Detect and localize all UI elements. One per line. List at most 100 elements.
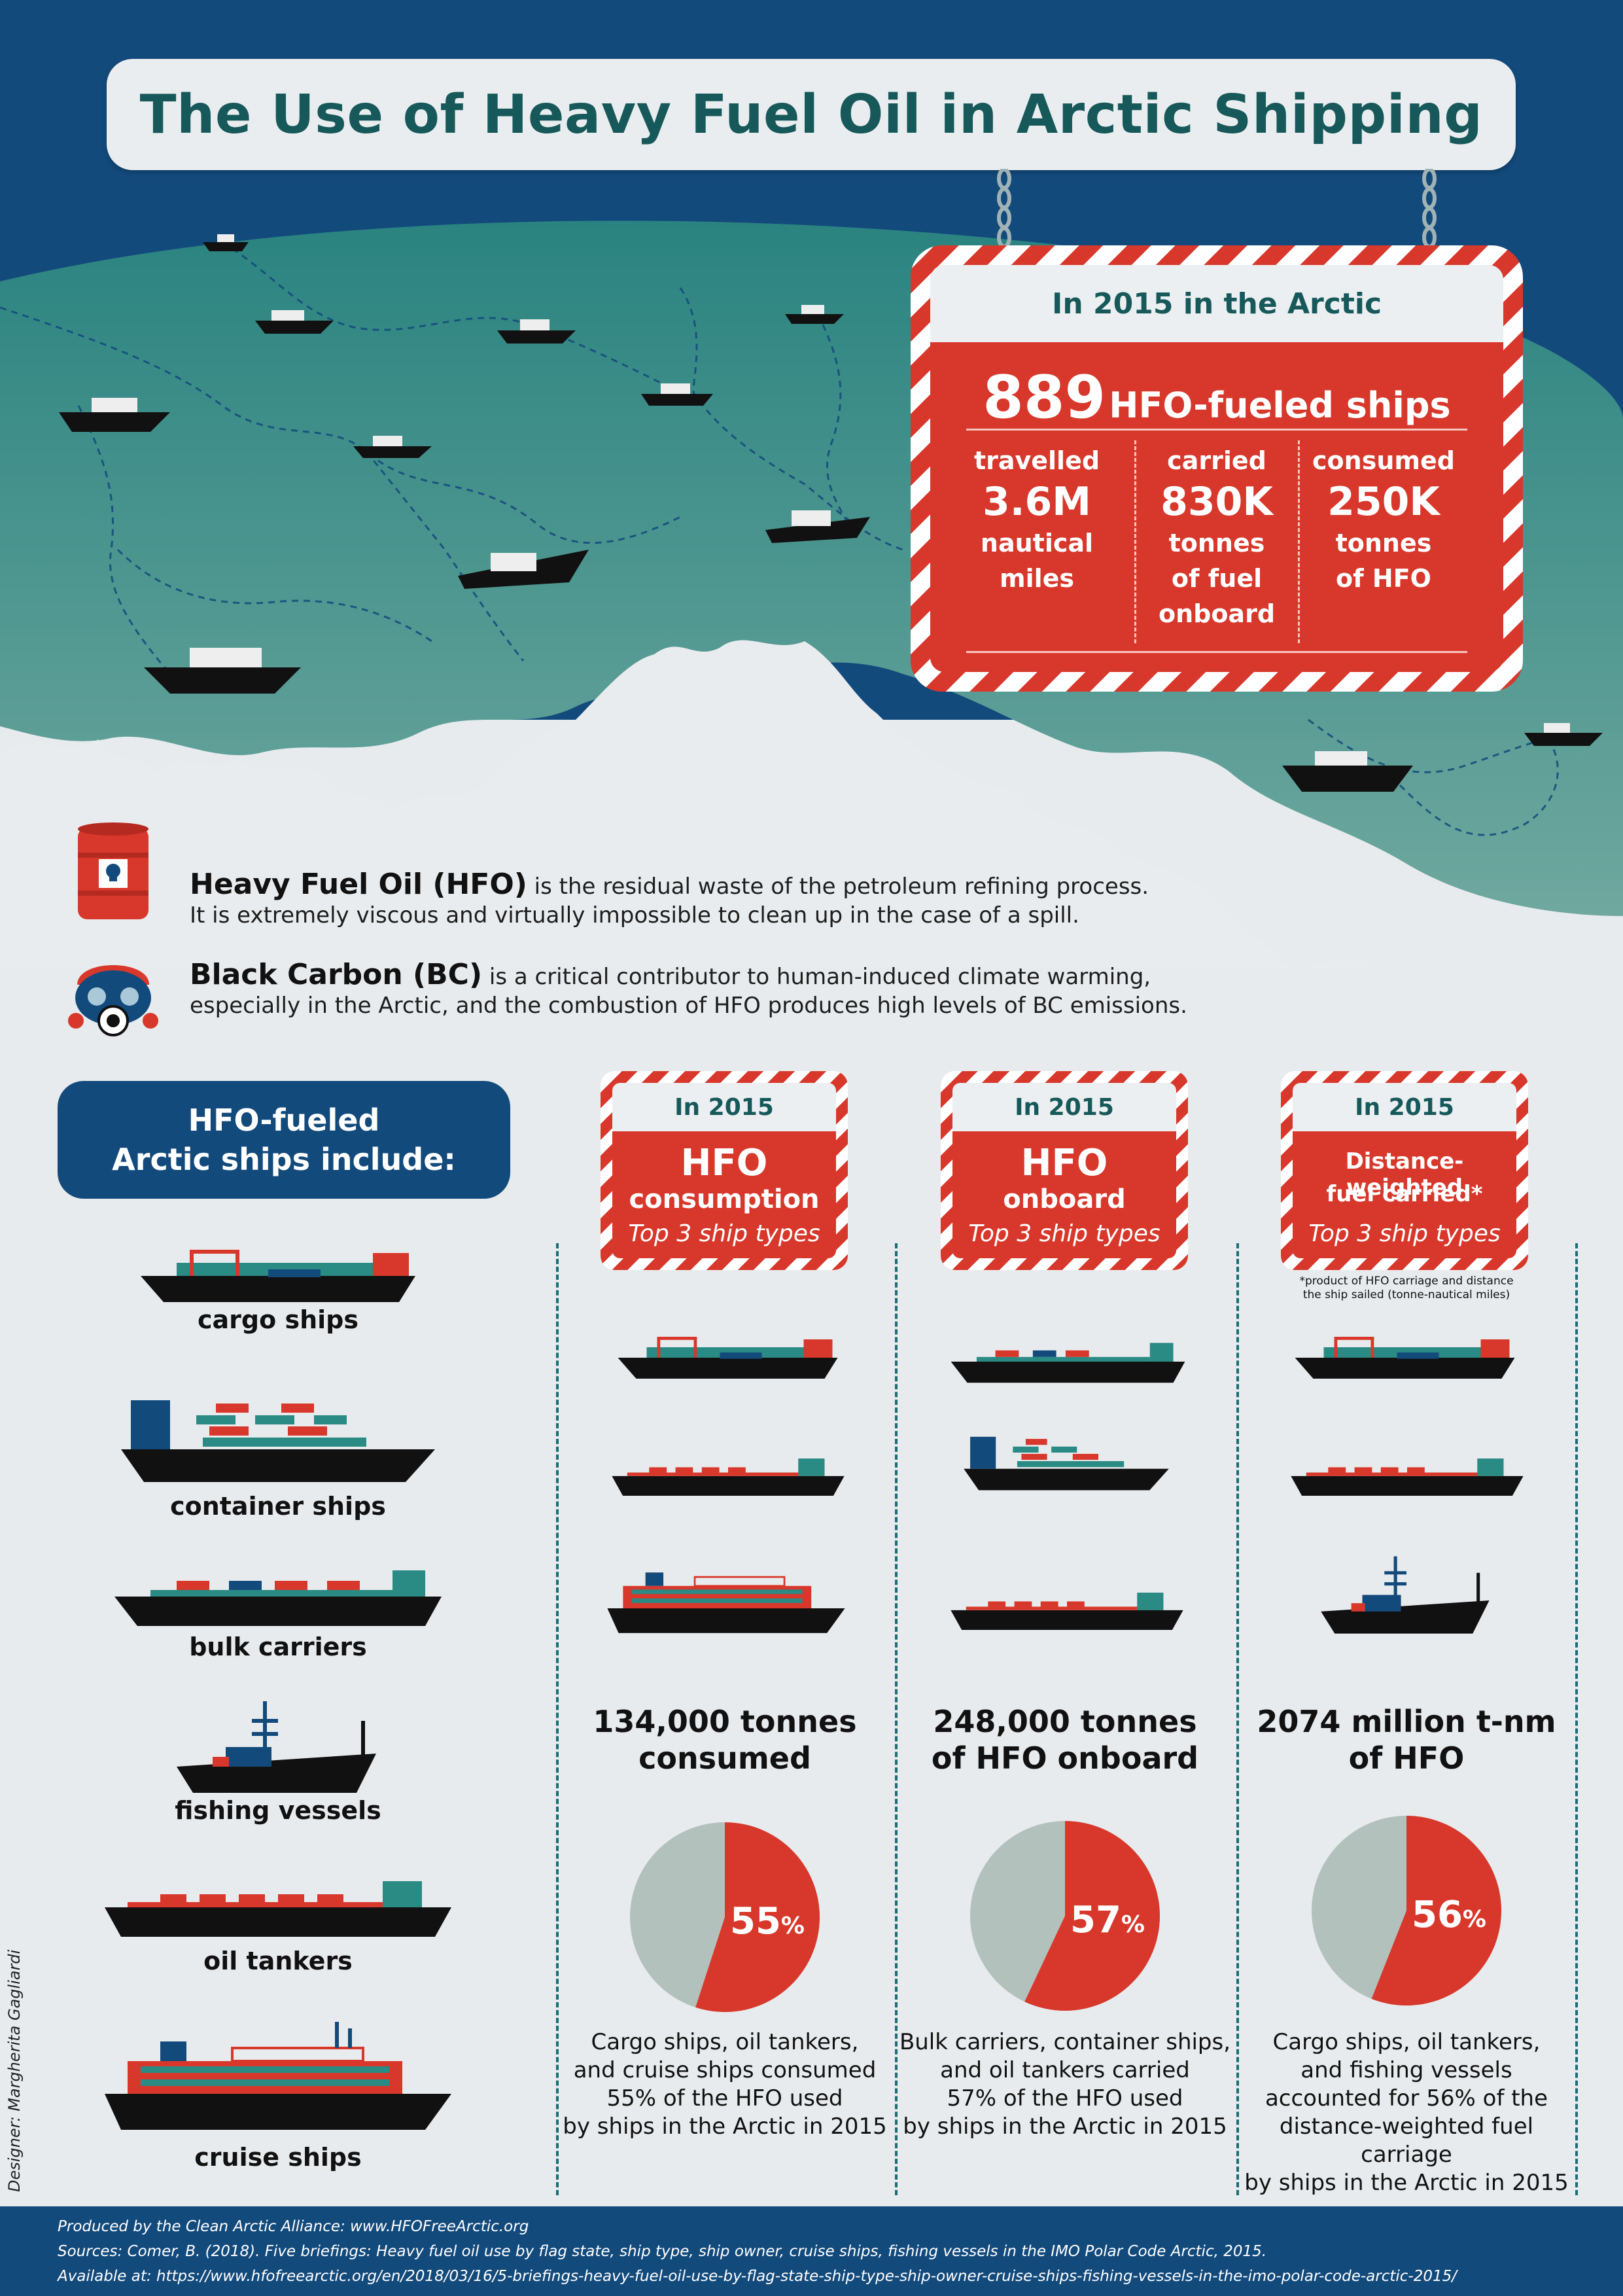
footnote: *product of HFO carriage and distance th… xyxy=(1243,1275,1570,1302)
stat-value: 3.6M xyxy=(983,479,1091,525)
pie-top3-slice xyxy=(695,1822,820,2012)
ship-type-label: oil tankers xyxy=(203,1947,353,1975)
hfo-definition: Heavy Fuel Oil (HFO) is the residual was… xyxy=(190,870,1236,930)
map-ship-icon xyxy=(1282,751,1413,792)
divider xyxy=(966,429,1467,431)
cruise-ship-icon xyxy=(607,1572,845,1633)
footer-producer: Produced by the Clean Arctic Alliance: w… xyxy=(58,2218,529,2235)
column-stat: 134,000 tonnes consumed xyxy=(555,1703,895,1776)
bc-term: Black Carbon (BC) xyxy=(190,958,483,991)
ship-type-label: fishing vessels xyxy=(175,1796,381,1825)
footer-link[interactable]: Available at: https://www.hfofreearctic.… xyxy=(58,2268,1457,2285)
desc-line: by ships in the Arctic in 2015 xyxy=(563,2113,887,2140)
desc-line: and fishing vessels xyxy=(1300,2057,1512,2083)
map-ship-icon xyxy=(144,648,301,694)
pie-percent-label: 55% xyxy=(730,1900,805,1943)
hfo-consumption-sign: In 2015 HFO consumption Top 3 ship types xyxy=(601,1071,848,1270)
container-ship-icon xyxy=(964,1436,1169,1491)
stat-line: consumed xyxy=(638,1740,811,1776)
stat-line: of HFO onboard xyxy=(931,1740,1199,1776)
sign-year: In 2015 xyxy=(612,1083,836,1131)
sign-title: HFO xyxy=(1021,1142,1108,1184)
desc-line: 55% of the HFO used xyxy=(606,2085,843,2111)
desc-line: and oil tankers carried xyxy=(940,2057,1190,2083)
pie-top3-slice xyxy=(1024,1821,1160,2011)
column-description: Bulk carriers, container ships, and oil … xyxy=(895,2028,1235,2141)
pct-sign: % xyxy=(781,1913,805,1939)
map-ship-icon xyxy=(255,310,334,334)
pct-value: 56 xyxy=(1412,1894,1463,1936)
page-title: The Use of Heavy Fuel Oil in Arctic Ship… xyxy=(139,83,1483,146)
ships-number: 889 xyxy=(983,363,1106,432)
sign-title: HFO xyxy=(680,1142,768,1184)
cargo-ship-icon xyxy=(618,1337,838,1379)
desc-line: accounted for 56% of the xyxy=(1265,2085,1548,2111)
fishing-vessel-icon xyxy=(1321,1556,1490,1634)
sign-title: Distance-weighted xyxy=(1345,1148,1464,1201)
designer-credit: Designer: Margherita Gagliardi xyxy=(5,1949,24,2192)
oil-barrel-icon xyxy=(78,822,148,919)
hfo-text: is the residual waste of the petroleum r… xyxy=(527,874,1149,900)
map-ships xyxy=(59,234,1603,792)
column-stat: 2074 million t-nm of HFO xyxy=(1236,1703,1577,1776)
ship-type-label: container ships xyxy=(170,1492,386,1521)
hfo-onboard-sign: In 2015 HFO onboard Top 3 ship types xyxy=(941,1071,1188,1270)
stat-value: 250K xyxy=(1327,479,1440,525)
oil-tanker-icon xyxy=(612,1458,845,1496)
desc-line: Cargo ships, oil tankers, xyxy=(591,2029,859,2055)
container-ship-icon xyxy=(121,1400,435,1482)
divider xyxy=(1298,440,1300,643)
desc-line: by ships in the Arctic in 2015 xyxy=(1244,2170,1569,2196)
stat-label: consumed xyxy=(1312,446,1455,475)
map-ship-icon xyxy=(641,383,713,406)
pct-sign: % xyxy=(1121,1911,1145,1938)
hfo-text: It is extremely viscous and virtually im… xyxy=(190,902,1079,928)
heading-line: Arctic ships include: xyxy=(112,1142,456,1177)
map-ship-icon xyxy=(203,234,249,251)
pie-chart-distance-weighted: 56% xyxy=(1312,1816,1501,2005)
pct-sign: % xyxy=(1463,1906,1486,1933)
stat-unit: tonnes xyxy=(1168,529,1265,557)
footer: Produced by the Clean Arctic Alliance: w… xyxy=(0,2206,1623,2296)
map-ship-icon xyxy=(785,305,844,324)
distance-weighted-sign: In 2015 Distance-weighted fuel carried* … xyxy=(1281,1071,1528,1270)
fishing-vessel-icon xyxy=(177,1701,376,1793)
stat-unit: of HFO xyxy=(1336,564,1431,593)
stat-unit: miles xyxy=(999,564,1075,593)
map-ship-icon xyxy=(458,550,589,589)
ships-label: HFO-fueled ships xyxy=(1109,385,1451,426)
column-divider xyxy=(1575,1243,1578,2195)
sign-subtitle: consumption xyxy=(629,1184,820,1214)
column-stat: 248,000 tonnes of HFO onboard xyxy=(895,1703,1235,1776)
cruise-ship-icon xyxy=(105,2022,451,2130)
stat-unit: tonnes xyxy=(1335,529,1432,557)
footnote-line: *product of HFO carriage and distance xyxy=(1299,1275,1514,1288)
stat-line: 2074 million t-nm xyxy=(1257,1704,1556,1739)
stat-line: 134,000 tonnes xyxy=(593,1704,857,1739)
map-ship-icon xyxy=(765,510,870,543)
pie-chart-onboard: 57% xyxy=(970,1821,1160,2011)
sign-note: Top 3 ship types xyxy=(628,1220,820,1247)
map-ship-icon xyxy=(1524,723,1603,746)
cargo-ship-icon xyxy=(141,1250,415,1302)
pie-chart-consumption: 55% xyxy=(630,1822,820,2012)
stat-unit: onboard xyxy=(1158,599,1276,628)
stat-line: of HFO xyxy=(1348,1740,1465,1776)
stat-line: 248,000 tonnes xyxy=(933,1704,1197,1739)
gas-mask-icon xyxy=(68,965,158,1036)
pie-percent-label: 56% xyxy=(1412,1894,1486,1936)
desc-line: Cargo ships, oil tankers, xyxy=(1272,2029,1541,2055)
desc-line: Bulk carriers, container ships, xyxy=(899,2029,1231,2055)
pct-value: 55 xyxy=(730,1900,781,1943)
stat-label: travelled xyxy=(973,446,1100,475)
sign-note: Top 3 ship types xyxy=(968,1220,1161,1247)
footnote-line: the ship sailed (tonne-nautical miles) xyxy=(1302,1288,1510,1301)
bc-text: is a critical contributor to human-induc… xyxy=(482,964,1151,990)
map-ship-icon xyxy=(497,319,576,344)
ship-type-label: cargo ships xyxy=(198,1305,358,1334)
sign-chains xyxy=(997,169,1437,249)
sign-year: In 2015 xyxy=(952,1083,1176,1131)
stat-consumed: consumed 250K tonnes of HFO xyxy=(1302,443,1465,596)
column-divider xyxy=(556,1243,559,2195)
pie-top3-slice xyxy=(1371,1816,1501,2005)
